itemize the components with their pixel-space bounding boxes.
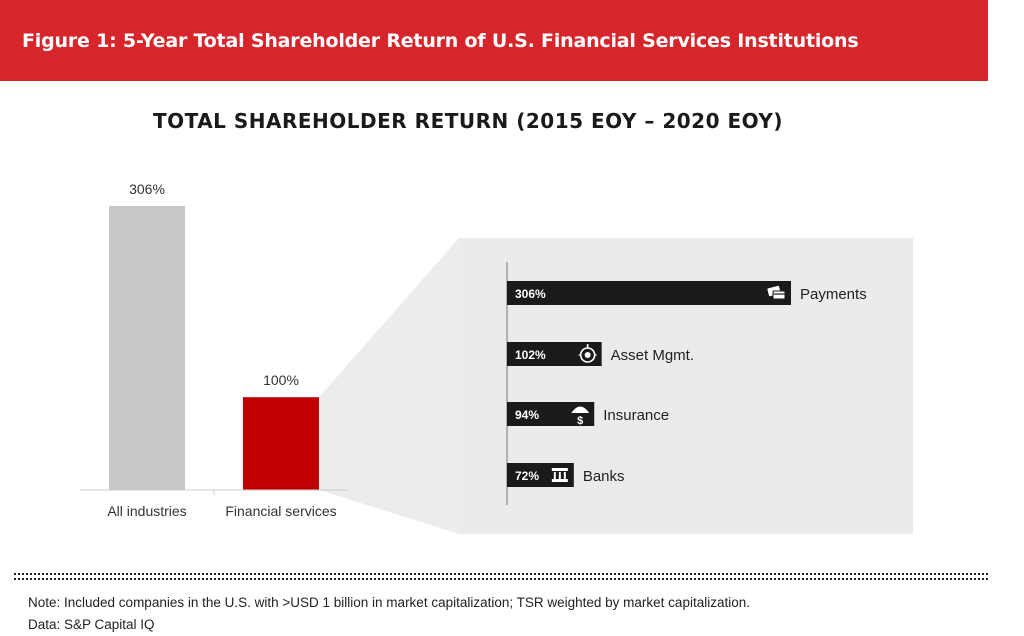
zoom-connector (319, 238, 459, 534)
bank-base (551, 479, 568, 482)
hbar-0 (507, 281, 791, 305)
hbar-category-label-3: Banks (583, 468, 625, 485)
asset-clock-icon (578, 344, 597, 363)
bank-column-2 (563, 472, 566, 479)
bank-column-1 (558, 472, 561, 479)
footer-divider-top (14, 573, 988, 575)
category-label-1: Financial services (225, 503, 336, 519)
bank-roof (551, 468, 568, 471)
bar-value-label-1: 100% (263, 372, 299, 388)
hbar-2 (507, 402, 595, 426)
footnote: Note: Included companies in the U.S. wit… (28, 595, 750, 610)
card-front (772, 290, 786, 300)
bar-value-label-0: 306% (129, 181, 165, 197)
hbar-value-label-3: 72% (515, 469, 539, 483)
data-source: Data: S&P Capital IQ (28, 617, 155, 632)
hbar-category-label-1: Asset Mgmt. (611, 347, 694, 364)
figure-title: Figure 1: 5-Year Total Shareholder Retur… (22, 30, 859, 52)
bank-column-0 (553, 472, 556, 479)
bar-0 (109, 206, 185, 490)
chart-canvas: 306% All industries 100% Financial services… (80, 181, 913, 534)
figure-banner: Figure 1: 5-Year Total Shareholder Retur… (0, 0, 988, 81)
umbrella-canopy (571, 406, 590, 413)
zoom-wedge (319, 238, 459, 534)
clock-core (584, 352, 591, 358)
hbar-3 (507, 463, 574, 487)
category-label-0: All industries (107, 503, 186, 519)
hbar-value-label-0: 306% (515, 287, 546, 301)
hbar-value-label-1: 102% (515, 348, 546, 362)
right-bar-chart: 306% Payments 102% Asset Mgmt. 94% $ Insurance… (459, 238, 913, 534)
footer-divider-bottom (14, 578, 988, 580)
bank-building-icon (551, 468, 568, 482)
umbrella-dollar-icon: $ (571, 406, 590, 427)
chart-title: TOTAL SHAREHOLDER RETURN (2015 EOY – 202… (152, 109, 784, 133)
hbar-category-label-2: Insurance (603, 407, 669, 424)
hbar-value-label-2: 94% (515, 408, 539, 422)
left-bar-chart: 306% All industries 100% Financial services (80, 181, 348, 519)
payment-cards-icon (767, 285, 786, 300)
dollar-sign-glyph: $ (577, 415, 583, 427)
hbar-category-label-0: Payments (800, 286, 867, 303)
bar-1 (243, 397, 319, 490)
